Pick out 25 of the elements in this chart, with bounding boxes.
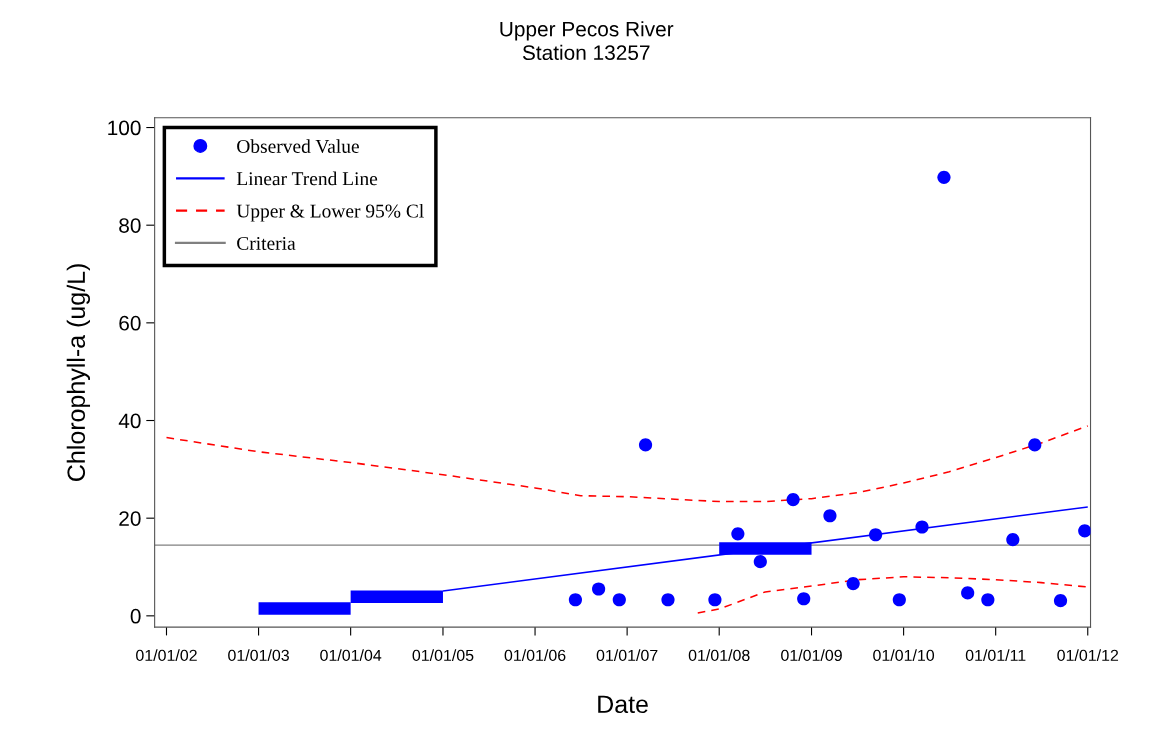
x-tick-label: 01/01/12 xyxy=(1057,649,1119,662)
chart-subtitle: Station 13257 xyxy=(522,44,650,61)
y-tick-label: 0 xyxy=(130,608,141,624)
x-tick-label: 01/01/08 xyxy=(688,649,750,662)
x-tick-label: 01/01/10 xyxy=(873,649,935,662)
legend-label: Linear Trend Line xyxy=(236,171,378,186)
x-tick-label: 01/01/09 xyxy=(781,649,842,662)
x-tick-label: 01/01/05 xyxy=(412,649,474,662)
y-axis-title: Chlorophyll-a (ug/L) xyxy=(66,264,91,481)
x-tick-label: 01/01/03 xyxy=(228,649,289,662)
x-axis-title: Date xyxy=(598,695,648,714)
y-tick-label: 40 xyxy=(118,413,141,429)
legend-label: Observed Value xyxy=(237,139,359,154)
y-tick-label: 80 xyxy=(119,218,141,233)
x-tick-label: 01/01/02 xyxy=(136,649,197,662)
x-tick-label: 01/01/07 xyxy=(596,649,658,662)
x-tick-label: 01/01/06 xyxy=(504,649,566,662)
y-tick-label: 60 xyxy=(119,315,141,331)
chart-title: Upper Pecos River xyxy=(500,21,674,41)
legend-label: Upper & Lower 95% Cl xyxy=(236,203,424,222)
x-tick-label: 01/01/04 xyxy=(320,649,382,662)
legend-label: Criteria xyxy=(237,236,296,250)
y-tick-label: 20 xyxy=(119,511,141,526)
y-tick-label: 100 xyxy=(108,120,141,136)
x-tick-label: 01/01/11 xyxy=(965,649,1026,662)
